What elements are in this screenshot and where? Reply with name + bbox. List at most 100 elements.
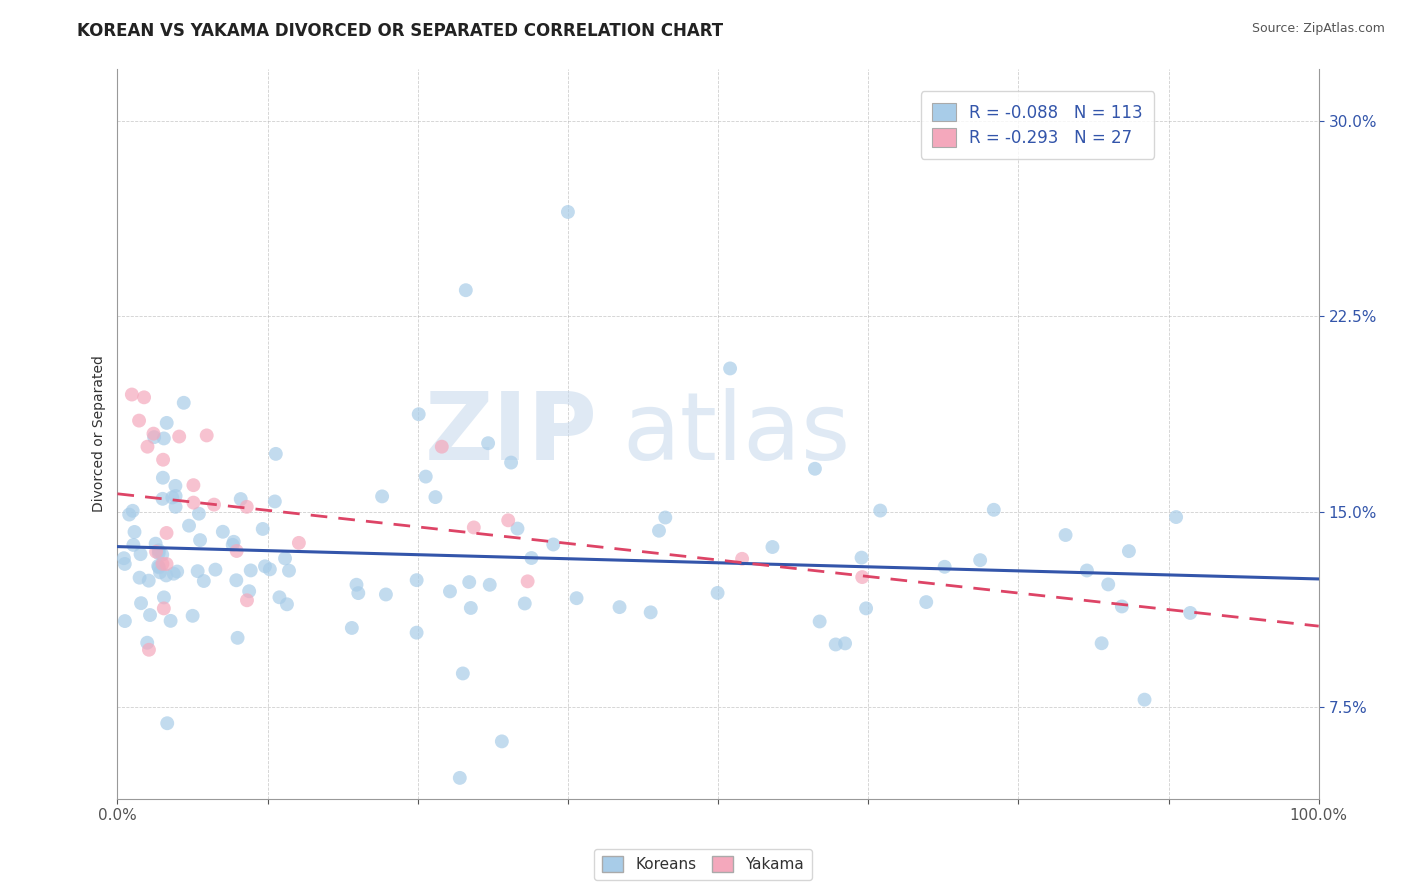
Point (225, 574, 247, 588)
Point (340, 621, 363, 635)
Point (239, 563, 262, 577)
Point (121, 387, 143, 401)
Point (609, 600, 631, 615)
Point (187, 564, 209, 578)
Point (449, 771, 471, 785)
Point (156, 416, 179, 430)
Point (142, 426, 165, 441)
Point (138, 574, 160, 588)
Point (153, 432, 176, 446)
Text: Source: ZipAtlas.com: Source: ZipAtlas.com (1251, 22, 1385, 36)
Point (132, 390, 155, 404)
Point (263, 494, 285, 508)
Point (460, 601, 482, 615)
Point (278, 564, 301, 578)
Point (851, 570, 873, 584)
Point (195, 428, 218, 442)
Point (155, 557, 177, 571)
Point (654, 510, 676, 524)
Point (129, 547, 152, 561)
Point (128, 414, 150, 428)
Point (1180, 606, 1202, 620)
Point (152, 491, 174, 506)
Text: atlas: atlas (621, 388, 851, 480)
Legend: Koreans, Yakama: Koreans, Yakama (595, 848, 811, 880)
Point (138, 642, 160, 657)
Point (122, 538, 145, 552)
Point (152, 557, 174, 571)
Point (640, 605, 662, 619)
Point (202, 498, 225, 512)
Point (458, 575, 481, 590)
Point (1133, 692, 1156, 706)
Point (478, 578, 501, 592)
Point (148, 546, 170, 560)
Point (425, 490, 447, 504)
Point (145, 544, 167, 558)
Point (824, 638, 846, 652)
Point (520, 551, 543, 566)
Point (149, 566, 172, 580)
Point (183, 495, 205, 509)
Point (193, 574, 215, 588)
Point (226, 631, 249, 645)
Point (173, 396, 195, 410)
Point (346, 578, 368, 592)
Point (269, 591, 291, 605)
Point (371, 489, 394, 503)
Point (1097, 577, 1119, 591)
Text: KOREAN VS YAKAMA DIVORCED OR SEPARATED CORRELATION CHART: KOREAN VS YAKAMA DIVORCED OR SEPARATED C… (77, 22, 724, 40)
Point (165, 479, 187, 493)
Point (565, 591, 588, 606)
Point (1118, 544, 1140, 558)
Point (451, 666, 474, 681)
Point (238, 584, 260, 599)
Point (1164, 510, 1187, 524)
Point (276, 597, 298, 611)
Point (221, 538, 243, 552)
Point (264, 447, 287, 461)
Point (145, 537, 167, 551)
Point (543, 537, 565, 551)
Point (167, 429, 190, 443)
Point (463, 520, 485, 534)
Point (152, 471, 174, 485)
Point (415, 469, 437, 483)
Point (155, 568, 177, 582)
Point (915, 595, 938, 609)
Point (165, 500, 187, 514)
Point (143, 430, 166, 444)
Point (166, 565, 188, 579)
Point (1054, 528, 1077, 542)
Point (165, 489, 187, 503)
Point (235, 500, 257, 514)
Point (183, 478, 205, 492)
Y-axis label: Divorced or Separated: Divorced or Separated (93, 355, 107, 512)
Point (156, 716, 179, 731)
Point (347, 586, 370, 600)
Point (983, 503, 1005, 517)
Point (188, 533, 211, 548)
Point (706, 586, 728, 600)
Legend: R = -0.088   N = 113, R = -0.293   N = 27: R = -0.088 N = 113, R = -0.293 N = 27 (921, 92, 1154, 159)
Point (454, 283, 477, 297)
Point (136, 636, 159, 650)
Point (187, 507, 209, 521)
Point (118, 508, 141, 522)
Point (761, 540, 783, 554)
Point (211, 524, 233, 539)
Point (181, 608, 204, 623)
Text: ZIP: ZIP (425, 388, 598, 480)
Point (163, 566, 186, 581)
Point (1076, 564, 1098, 578)
Point (1091, 636, 1114, 650)
Point (222, 534, 245, 549)
Point (124, 524, 146, 539)
Point (204, 563, 226, 577)
Point (236, 593, 259, 607)
Point (225, 544, 247, 558)
Point (834, 636, 856, 650)
Point (491, 734, 513, 748)
Point (408, 407, 430, 421)
Point (128, 571, 150, 585)
